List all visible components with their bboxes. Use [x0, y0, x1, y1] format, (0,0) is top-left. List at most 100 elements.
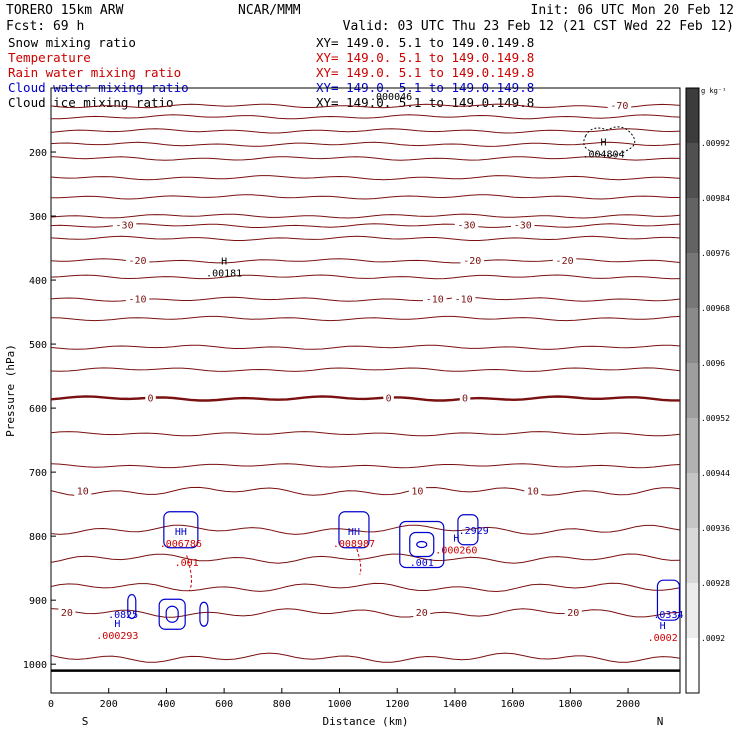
high-value-0: .00181 — [206, 269, 242, 280]
init-time: Init: 06 UTC Mon 20 Feb 12 — [531, 3, 735, 18]
x-tick-label-4: 800 — [273, 699, 291, 710]
x-tick-label-1: 200 — [100, 699, 118, 710]
isotherm-label-19-1: 10 — [411, 486, 423, 497]
isotherm-label-bg — [454, 219, 479, 231]
isotherm-19 — [50, 486, 681, 497]
colorbar-swatch-5 — [686, 363, 699, 419]
isotherm-label-12-0: -10 — [129, 294, 147, 305]
isotherm-label-10-0: -20 — [129, 256, 147, 267]
y-tick-label-1: 300 — [29, 212, 47, 223]
header: TORERO 15km ARW NCAR/MMM Init: 06 UTC Mo… — [6, 3, 734, 34]
cloud-water-cell-5-inner — [165, 605, 179, 623]
isotherm-label-0-0: -70 — [610, 101, 628, 112]
y-tick-label-0: 200 — [29, 148, 47, 159]
y-tick-label-6: 800 — [29, 532, 47, 543]
isotherm-11 — [50, 274, 681, 280]
isotherm-13 — [50, 315, 681, 322]
isotherm-3 — [50, 141, 681, 147]
isotherm-label-23-2: 20 — [567, 608, 579, 619]
isotherm-label-bg — [564, 606, 582, 618]
left-end-label: S — [82, 715, 89, 728]
x-tick-label-8: 1600 — [501, 699, 525, 710]
legend-item-1: Temperature — [8, 50, 91, 65]
high-value-1: .004804 — [582, 150, 624, 161]
isotherm-label-bg — [524, 485, 542, 497]
isotherm-22 — [50, 582, 681, 593]
isotherm-label-bg — [607, 99, 632, 111]
colorbar-label-2: .00976 — [701, 249, 730, 258]
isotherm-label-bg — [451, 293, 476, 305]
colorbar-swatch-9 — [686, 583, 699, 639]
isotherm-4 — [50, 156, 681, 161]
isotherm-5 — [50, 175, 681, 181]
contour-value-3: .2929 — [459, 526, 489, 537]
forecast-hour: Fcst: 69 h — [6, 19, 84, 34]
isotherm-label-10-2: -20 — [556, 256, 574, 267]
colorbar-swatch-8 — [686, 528, 699, 584]
high-marker-5: H — [114, 619, 120, 630]
high-marker-3: HH — [348, 527, 360, 538]
isotherm-label-bg — [422, 293, 447, 305]
x-tick-label-3: 600 — [215, 699, 233, 710]
isotherm-8 — [50, 223, 681, 228]
isotherm-label-19-2: 10 — [527, 486, 539, 497]
colorbar-swatch-0 — [686, 88, 699, 144]
contour-value-0: .001 — [175, 558, 199, 569]
isotherm-label-23-0: 20 — [61, 608, 73, 619]
cloud-water-cell-6 — [127, 593, 137, 620]
isotherm-14 — [50, 344, 681, 350]
y-tick-label-7: 900 — [29, 596, 47, 607]
isotherm-24 — [50, 652, 681, 663]
isotherm-lines: -70 -30 -30 -30 -20 -20 -20 -10 -10 -10 0 0 0 10 10 10 2… — [50, 99, 681, 663]
top-xy-range: XY= 149.0. 5.1 to 149.0.149.8 — [316, 35, 534, 50]
y-axis-label: Pressure (hPa) — [4, 344, 17, 437]
isotherm-2 — [50, 128, 681, 134]
isotherm-label-16-1: 0 — [386, 394, 392, 405]
isotherm-label-bg — [58, 606, 76, 618]
cloud-water-cell-2 — [338, 511, 370, 549]
isotherm-label-12-2: -10 — [455, 294, 473, 305]
high-value-2: .006786 — [160, 539, 202, 550]
isotherm-label-10-1: -20 — [463, 256, 481, 267]
cloud-water-cell-7 — [199, 601, 209, 627]
cloud-ice-contour — [583, 126, 636, 157]
high-value-4: .000260 — [435, 545, 477, 556]
plot-frame — [50, 87, 681, 694]
x-tick-label-7: 1400 — [443, 699, 467, 710]
contour-value-4: .0334 — [653, 610, 683, 621]
isotherm-label-bg — [383, 392, 394, 404]
isotherm-label-12-1: -10 — [426, 294, 444, 305]
colorbar-label-5: .00952 — [701, 414, 730, 423]
isotherm-23 — [50, 608, 681, 618]
rain-contour-1 — [186, 555, 192, 591]
legend-item-4: Cloud ice mixing ratio — [8, 95, 174, 110]
colorbar-label-7: .00936 — [701, 524, 730, 533]
isotherm-label-bg — [408, 485, 426, 497]
isotherm-1 — [51, 114, 681, 120]
colorbar-swatch-1 — [686, 143, 699, 199]
isotherm-0 — [50, 103, 681, 109]
high-marker-2: HH — [175, 527, 187, 538]
y-tick-label-5: 700 — [29, 468, 47, 479]
cloud-water-cell-8 — [656, 579, 681, 621]
x-axis-label: Distance (km) — [322, 715, 408, 728]
isotherm-label-bg — [125, 254, 150, 266]
colorbar-label-1: .00984 — [701, 194, 730, 203]
legend-item-2: Rain water mixing ratio — [8, 65, 181, 80]
isotherm-label-bg — [511, 219, 535, 231]
x-tick-label-9: 1800 — [558, 699, 582, 710]
legend-xy-2: XY= 149.0. 5.1 to 149.0.149.8 — [316, 65, 534, 80]
cloud-contours — [127, 126, 681, 630]
isotherm-label-bg — [460, 254, 485, 266]
isotherm-17 — [50, 431, 681, 437]
high-marker-0: H — [221, 257, 227, 268]
x-tick-label-5: 1000 — [327, 699, 351, 710]
isotherm-label-23-1: 20 — [416, 608, 428, 619]
colorbar-swatch-3 — [686, 253, 699, 309]
legend-xy-4: XY= 149.0. 5.1 to 149.0.149.8 — [316, 95, 534, 110]
plot-area: -70 -30 -30 -30 -20 -20 -20 -10 -10 -10 0 0 0 10 10 10 2… — [4, 87, 684, 728]
cloud-water-cell-1 — [163, 511, 199, 549]
rain-contour-2 — [356, 548, 362, 575]
isotherm-label-8-1: -30 — [457, 221, 475, 232]
